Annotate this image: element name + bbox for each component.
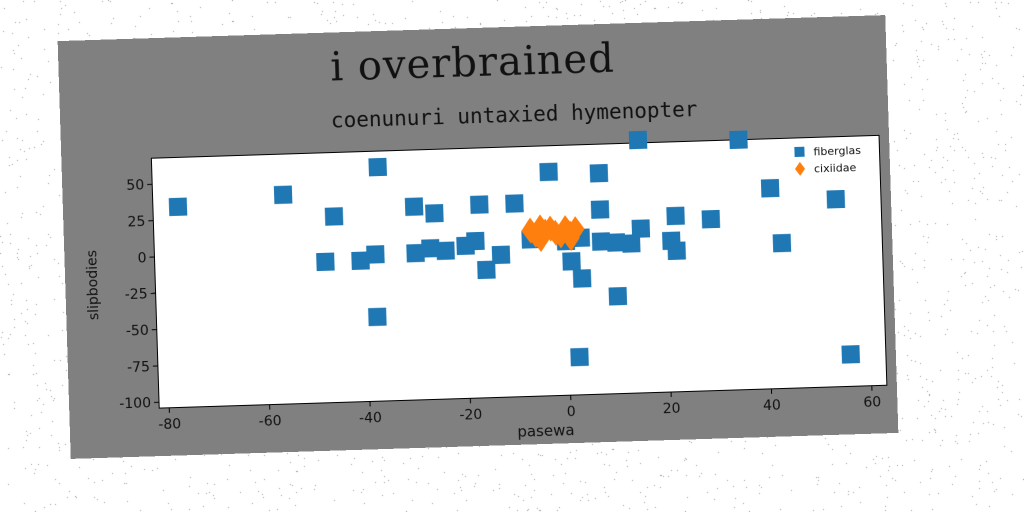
data-point-fiberglas xyxy=(772,233,792,253)
data-point-fiberglas xyxy=(590,200,610,219)
data-point-fiberglas xyxy=(477,260,496,280)
data-point-fiberglas xyxy=(351,251,370,270)
data-point-cixiidae xyxy=(566,216,585,243)
data-point-cixiidae xyxy=(561,225,580,252)
data-point-fiberglas xyxy=(470,195,489,214)
data-point-fiberglas xyxy=(621,234,641,253)
legend-marker-cixiidae xyxy=(795,161,806,176)
data-point-fiberglas xyxy=(631,219,651,238)
data-point-fiberglas xyxy=(606,233,626,252)
legend-marker-fiberglas xyxy=(794,146,805,158)
data-point-fiberglas xyxy=(273,185,293,205)
data-point-fiberglas xyxy=(591,232,611,251)
data-point-fiberglas xyxy=(466,231,485,251)
x-tick-label: -80 xyxy=(158,416,181,433)
plot-area xyxy=(150,134,888,409)
data-point-fiberglas xyxy=(366,245,385,264)
x-tick-label: 0 xyxy=(567,404,576,420)
data-point-fiberglas xyxy=(168,197,188,217)
data-point-fiberglas xyxy=(368,157,387,177)
x-axis-label: pasewa xyxy=(517,421,575,441)
data-point-fiberglas xyxy=(406,243,425,263)
y-tick-label: -75 xyxy=(127,359,150,376)
data-point-fiberglas xyxy=(539,162,558,182)
x-tick-label: 40 xyxy=(763,398,781,415)
y-tick-label: 50 xyxy=(126,178,144,195)
data-point-fiberglas xyxy=(572,269,592,288)
legend-label-cixiidae: cixiidae xyxy=(814,161,857,175)
data-point-fiberglas xyxy=(628,130,648,150)
data-point-fiberglas xyxy=(316,252,335,272)
chart-figure: i overbrained coenunuri untaxied hymenop… xyxy=(57,15,899,459)
x-tick-label: -20 xyxy=(459,407,482,424)
x-tick-label: -40 xyxy=(359,410,382,427)
y-tick-label: -25 xyxy=(125,287,148,304)
data-point-fiberglas xyxy=(841,345,861,364)
x-tick-label: -60 xyxy=(258,413,281,430)
data-point-fiberglas xyxy=(666,206,685,226)
legend-label-fiberglas: fiberglas xyxy=(813,144,861,158)
data-point-fiberglas xyxy=(760,178,780,198)
y-tick-label: 0 xyxy=(137,250,146,266)
y-tick-label: -50 xyxy=(126,323,149,340)
data-point-fiberglas xyxy=(491,245,511,265)
x-tick-label: 60 xyxy=(863,394,881,411)
data-point-fiberglas xyxy=(701,209,721,229)
data-point-fiberglas xyxy=(570,347,589,367)
data-point-fiberglas xyxy=(425,204,444,223)
data-point-fiberglas xyxy=(421,239,440,258)
data-point-fiberglas xyxy=(608,286,628,306)
data-point-fiberglas xyxy=(324,207,344,226)
data-point-fiberglas xyxy=(404,197,424,216)
data-point-fiberglas xyxy=(826,189,846,209)
scatter-plot: -80 -60 -40 -20 0 20 40 60 50 25 0 -25 -50 -75 -100 pas… xyxy=(84,130,888,441)
data-point-fiberglas xyxy=(505,194,524,213)
y-tick-label: -100 xyxy=(119,396,151,413)
data-point-fiberglas xyxy=(562,252,581,271)
data-point-fiberglas xyxy=(436,241,455,261)
data-point-fiberglas xyxy=(729,130,748,150)
data-point-fiberglas xyxy=(667,241,686,261)
x-tick-label: 20 xyxy=(662,401,680,418)
data-point-fiberglas xyxy=(589,163,609,183)
data-point-fiberglas xyxy=(368,307,387,327)
y-tick-label: 25 xyxy=(127,214,145,231)
data-point-cixiidae xyxy=(531,214,550,241)
y-axis-label: slipbodies xyxy=(84,250,102,321)
